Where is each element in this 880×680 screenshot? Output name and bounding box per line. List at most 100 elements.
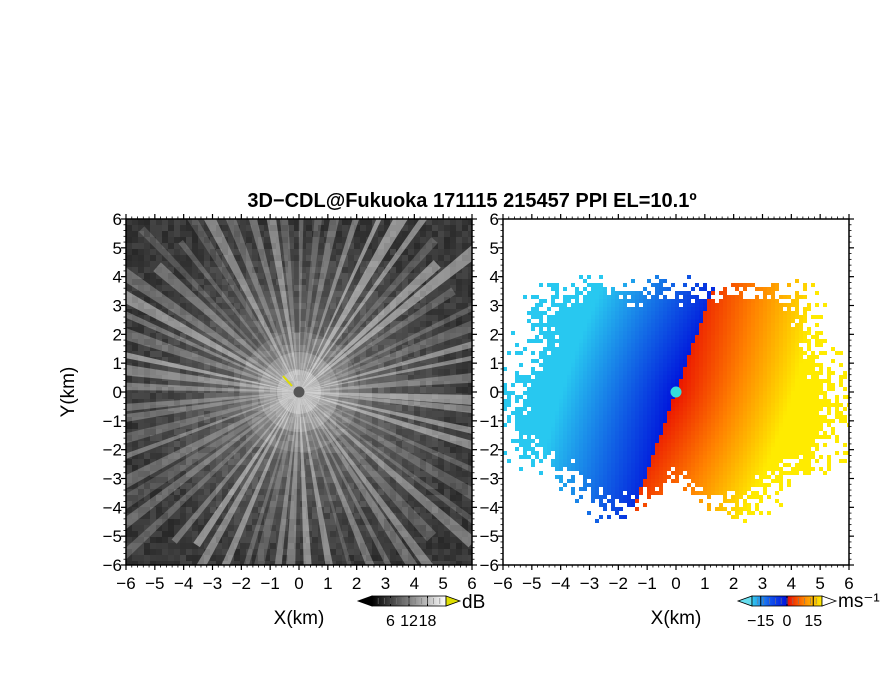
- reflectivity-cell: [462, 483, 468, 489]
- reflectivity-cell: [294, 225, 300, 231]
- reflectivity-cell: [198, 237, 204, 243]
- reflectivity-cell: [150, 507, 156, 513]
- reflectivity-cell: [354, 225, 360, 231]
- reflectivity-cell: [126, 471, 132, 477]
- reflectivity-cell: [222, 345, 228, 351]
- reflectivity-cell: [444, 231, 450, 237]
- reflectivity-cell: [402, 531, 408, 537]
- reflectivity-cell: [252, 459, 258, 465]
- reflectivity-cell: [420, 555, 426, 561]
- velocity-cell: [739, 291, 743, 295]
- reflectivity-cell: [408, 513, 414, 519]
- reflectivity-cell: [312, 555, 318, 561]
- reflectivity-cell: [354, 243, 360, 249]
- reflectivity-cell: [192, 477, 198, 483]
- reflectivity-cell: [150, 441, 156, 447]
- reflectivity-cell: [414, 489, 420, 495]
- reflectivity-cell: [414, 243, 420, 249]
- reflectivity-cell: [378, 405, 384, 411]
- reflectivity-cell: [270, 255, 276, 261]
- reflectivity-cell: [468, 447, 472, 453]
- reflectivity-cell: [198, 309, 204, 315]
- reflectivity-ray: [299, 219, 360, 392]
- reflectivity-cell: [432, 231, 438, 237]
- velocity-cell: [675, 339, 679, 343]
- reflectivity-cell: [354, 303, 360, 309]
- reflectivity-cell: [468, 435, 472, 441]
- reflectivity-cell: [138, 345, 144, 351]
- reflectivity-cell: [294, 429, 300, 435]
- reflectivity-cell: [330, 405, 336, 411]
- reflectivity-cell: [222, 417, 228, 423]
- reflectivity-cell: [402, 405, 408, 411]
- velocity-cell: [659, 315, 663, 319]
- reflectivity-cell: [444, 543, 450, 549]
- reflectivity-cell: [360, 423, 366, 429]
- reflectivity-cell: [192, 315, 198, 321]
- reflectivity-cell: [444, 477, 450, 483]
- reflectivity-cell: [432, 291, 438, 297]
- velocity-cell: [587, 327, 591, 331]
- reflectivity-cell: [330, 429, 336, 435]
- reflectivity-cell: [258, 279, 264, 285]
- velocity-cell: [631, 327, 635, 331]
- reflectivity-cell: [360, 489, 366, 495]
- reflectivity-cell: [252, 237, 258, 243]
- reflectivity-cell: [150, 285, 156, 291]
- velocity-cell: [695, 335, 699, 339]
- velocity-cell: [655, 303, 659, 307]
- reflectivity-cell: [378, 357, 384, 363]
- velocity-cell: [683, 351, 687, 355]
- reflectivity-cell: [252, 255, 258, 261]
- reflectivity-cell: [144, 309, 150, 315]
- reflectivity-cell: [294, 279, 300, 285]
- reflectivity-cell: [438, 351, 444, 357]
- reflectivity-cell: [456, 501, 462, 507]
- velocity-cell: [839, 351, 843, 355]
- reflectivity-cell: [378, 483, 384, 489]
- reflectivity-cell: [210, 273, 216, 279]
- velocity-cell: [599, 319, 603, 323]
- reflectivity-cell: [414, 225, 420, 231]
- reflectivity-cell: [186, 471, 192, 477]
- reflectivity-cell: [264, 327, 270, 333]
- reflectivity-cell: [324, 327, 330, 333]
- reflectivity-cell: [438, 375, 444, 381]
- reflectivity-cell: [426, 303, 432, 309]
- reflectivity-cell: [180, 459, 186, 465]
- velocity-cell: [551, 347, 555, 351]
- reflectivity-cell: [144, 417, 150, 423]
- reflectivity-cell: [366, 501, 372, 507]
- reflectivity-cell: [336, 429, 342, 435]
- reflectivity-cell: [258, 243, 264, 249]
- reflectivity-cell: [144, 333, 150, 339]
- reflectivity-cell: [246, 351, 252, 357]
- reflectivity-cell: [222, 555, 228, 561]
- reflectivity-cell: [426, 477, 432, 483]
- reflectivity-cell: [210, 549, 216, 555]
- reflectivity-cell: [216, 405, 222, 411]
- reflectivity-cell: [300, 423, 306, 429]
- velocity-cell: [803, 295, 807, 299]
- reflectivity-cell: [288, 219, 294, 225]
- reflectivity-cell: [282, 417, 288, 423]
- velocity-cell: [623, 355, 627, 359]
- velocity-cell: [727, 319, 731, 323]
- reflectivity-cell: [270, 417, 276, 423]
- reflectivity-cell: [150, 237, 156, 243]
- reflectivity-cell: [288, 237, 294, 243]
- reflectivity-cell: [402, 309, 408, 315]
- reflectivity-cell: [384, 225, 390, 231]
- reflectivity-cell: [312, 369, 318, 375]
- reflectivity-cell: [198, 363, 204, 369]
- reflectivity-cell: [300, 483, 306, 489]
- reflectivity-cell: [210, 297, 216, 303]
- velocity-cell: [583, 307, 587, 311]
- velocity-cell: [731, 299, 735, 303]
- reflectivity-cell: [420, 381, 426, 387]
- reflectivity-cell: [426, 501, 432, 507]
- reflectivity-cell: [174, 279, 180, 285]
- reflectivity-cell: [258, 315, 264, 321]
- reflectivity-cell: [132, 333, 138, 339]
- reflectivity-cell: [318, 285, 324, 291]
